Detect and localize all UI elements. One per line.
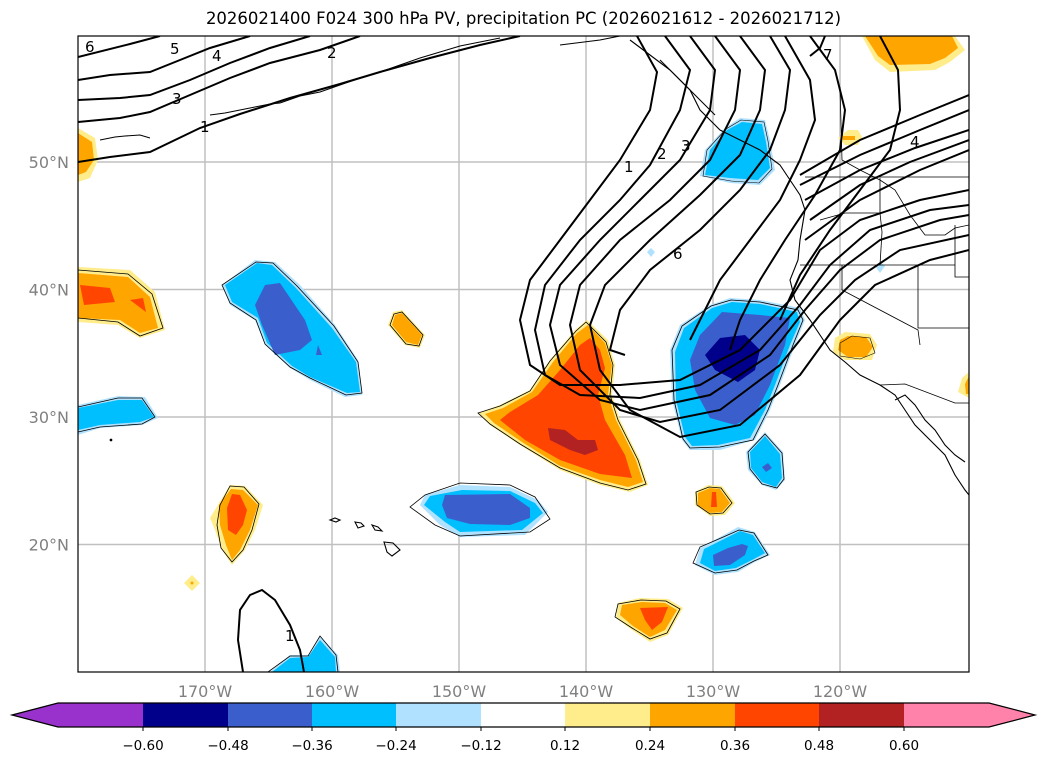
contour-label: 2 (327, 44, 337, 62)
lon-tick-label: 120°W (813, 682, 868, 701)
lat-tick-label: 40°N (29, 281, 69, 300)
colorbar: −0.60 −0.48 −0.36 −0.24 −0.12 0.12 0.24 0.36 0.4… (9, 702, 1038, 754)
precip-anomaly-positive (833, 332, 877, 360)
colorbar-extend-max (904, 703, 1035, 727)
colorbar-segment (228, 703, 312, 727)
precip-anomaly-negative (409, 482, 551, 537)
precip-anomaly-positive (78, 128, 98, 182)
colorbar-segment (396, 703, 481, 727)
lon-tick-label: 160°W (305, 682, 360, 701)
precip-anomaly-positive (477, 320, 648, 492)
precip-anomaly-positive (388, 310, 425, 348)
colorbar-segment (735, 703, 819, 727)
lat-tick-label: 30°N (29, 408, 69, 427)
latitude-tick-labels: 50°N 40°N 30°N 20°N (29, 153, 69, 555)
colorbar-tick-label: 0.36 (720, 738, 750, 754)
colorbar-segment (565, 703, 650, 727)
contour-label: 7 (823, 46, 833, 64)
precip-anomaly-negative (221, 260, 363, 397)
precip-anomaly-positive (695, 485, 735, 516)
longitude-tick-labels: 170°W 160°W 150°W 140°W 130°W 120°W (178, 682, 868, 701)
precip-anomaly-negative (692, 527, 770, 575)
precip-anomaly-positive (184, 575, 200, 591)
contour-label: 1 (285, 627, 295, 645)
colorbar-tick-label: −0.24 (375, 738, 416, 754)
lat-tick-label: 20°N (29, 536, 69, 555)
colorbar-tick-label: −0.60 (122, 738, 163, 754)
colorbar-outline (9, 702, 1038, 728)
colorbar-tick-label: 0.24 (635, 738, 665, 754)
contour-label: 1 (624, 158, 634, 176)
contour-label: 6 (673, 245, 683, 263)
colorbar-tick-label: 0.12 (550, 738, 580, 754)
contour-label: 4 (910, 133, 920, 151)
map-frame (77, 35, 970, 673)
colorbar-segment (143, 703, 228, 727)
lon-tick-label: 130°W (686, 682, 741, 701)
colorbar-tick-label: −0.48 (207, 738, 248, 754)
precip-fields (78, 36, 969, 672)
contour-label: 4 (212, 47, 222, 65)
colorbar-extend-min (12, 703, 143, 727)
precip-anomaly-positive (210, 485, 263, 565)
precip-anomaly-positive (78, 267, 165, 338)
contour-label: 3 (172, 90, 182, 108)
precip-anomaly-positive (862, 36, 965, 72)
colorbar-segment (819, 703, 904, 727)
chart-title: 2026021400 F024 300 hPa PV, precipitatio… (205, 9, 842, 28)
precip-anomaly-negative (670, 298, 805, 450)
contour-label: 5 (170, 40, 180, 58)
precip-anomaly-negative (267, 635, 340, 672)
precip-anomaly-positive (958, 372, 969, 398)
pv-contours (78, 36, 969, 672)
colorbar-tick-label: −0.12 (460, 738, 501, 754)
lon-tick-label: 170°W (178, 682, 233, 701)
pv-contour-labels: 6 5 4 3 2 1 1 2 3 6 7 4 1 (85, 38, 920, 645)
precip-anomaly-negative (647, 248, 655, 257)
lon-tick-label: 150°W (432, 682, 487, 701)
precip-anomaly-positive (614, 598, 683, 642)
state-borders (800, 86, 969, 404)
colorbar-tick-label: 0.60 (889, 738, 919, 754)
map-background (78, 36, 969, 672)
contour-label: 3 (681, 137, 691, 155)
colorbar-segment (312, 703, 396, 727)
colorbar-tick-label: 0.48 (804, 738, 834, 754)
contour-label: 6 (85, 38, 95, 56)
contour-label: 2 (657, 145, 667, 163)
colorbar-segment (481, 703, 565, 727)
colorbar-segment (650, 703, 735, 727)
colorbar-tick-label: −0.36 (291, 738, 332, 754)
lon-tick-label: 140°W (559, 682, 614, 701)
contour-label: 1 (200, 118, 210, 136)
precip-anomaly-negative (78, 396, 158, 435)
precip-anomaly-negative (746, 432, 785, 490)
lat-tick-label: 50°N (29, 153, 69, 172)
